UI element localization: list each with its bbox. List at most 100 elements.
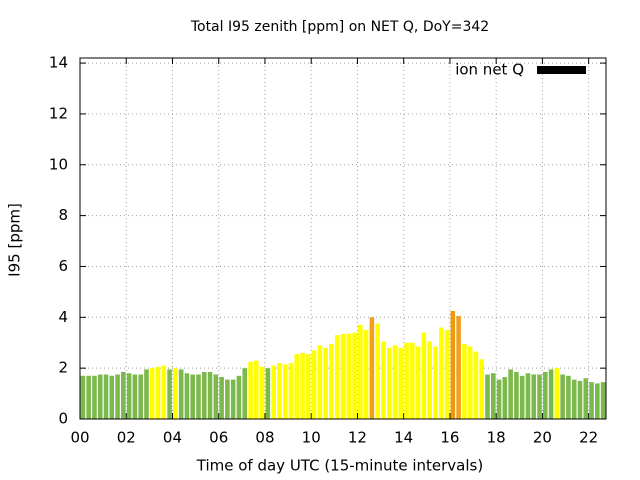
x-tick-label: 16 [440, 429, 459, 447]
x-tick-label: 12 [348, 429, 367, 447]
bar [438, 327, 444, 419]
bar [115, 374, 120, 419]
bar [103, 374, 109, 419]
y-tick-label: 12 [49, 104, 68, 122]
bar [271, 365, 276, 419]
x-axis-label: Time of day UTC (15-minute intervals) [196, 457, 483, 475]
x-tick-label: 06 [209, 429, 228, 447]
bar [340, 333, 346, 419]
bar [138, 374, 143, 419]
bar [479, 359, 485, 419]
bar [311, 350, 317, 419]
bar [496, 379, 502, 419]
bar [381, 341, 386, 419]
x-tick-label: 02 [117, 429, 136, 447]
bar [589, 382, 594, 419]
bar [537, 374, 542, 419]
bar [230, 379, 236, 419]
bar [161, 365, 167, 419]
bar [421, 332, 427, 419]
y-tick-label: 14 [49, 54, 68, 72]
bar [415, 346, 421, 419]
bar [375, 323, 380, 419]
bar [490, 373, 496, 419]
bar [456, 316, 461, 419]
bar [300, 352, 305, 419]
bar [282, 364, 288, 419]
y-tick-label: 8 [58, 206, 68, 224]
bar [485, 374, 490, 419]
bar [184, 373, 190, 419]
bar [334, 335, 340, 419]
bar [548, 369, 554, 419]
bar [595, 383, 600, 419]
chart-title: Total I95 zenith [ppm] on NET Q, DoY=342 [190, 19, 489, 35]
bar [155, 366, 161, 419]
bar [236, 375, 242, 419]
bar [525, 373, 531, 419]
bar [363, 330, 369, 419]
bar [560, 374, 565, 419]
bar [554, 368, 560, 419]
bar [254, 360, 259, 419]
x-tick-label: 22 [579, 429, 598, 447]
bar [190, 374, 196, 419]
bar [433, 346, 438, 419]
bar [577, 380, 583, 419]
bar [207, 371, 213, 419]
y-tick-label: 2 [58, 359, 68, 377]
x-tick-label: 10 [302, 429, 321, 447]
bar [531, 374, 537, 419]
bar [392, 345, 398, 419]
bar [219, 377, 224, 419]
bar [80, 375, 86, 419]
bar [121, 371, 126, 419]
bar [173, 368, 178, 419]
bar [514, 371, 519, 419]
bar [259, 366, 265, 419]
y-tick-label: 10 [49, 155, 68, 173]
bar [467, 346, 473, 419]
bar [126, 373, 132, 419]
bar [346, 333, 352, 419]
bar [600, 382, 606, 419]
x-tick-label: 00 [70, 429, 89, 447]
bar [571, 379, 577, 419]
bar [473, 351, 479, 419]
bar [288, 363, 294, 419]
bar [242, 368, 248, 419]
bar [196, 374, 201, 419]
bar [519, 375, 525, 419]
legend-label: ion net Q [455, 61, 524, 79]
bar [277, 363, 282, 419]
y-tick-label: 0 [58, 410, 68, 428]
bar [444, 330, 450, 419]
bar [201, 371, 207, 419]
bar [566, 375, 571, 419]
y-tick-label: 4 [58, 308, 68, 326]
bar [404, 342, 409, 419]
y-axis-label: I95 [ppm] [6, 203, 24, 277]
bar [167, 369, 172, 419]
bar [132, 374, 138, 419]
x-tick-label: 20 [533, 429, 552, 447]
bar [508, 369, 513, 419]
bar [109, 375, 115, 419]
y-tick-label: 6 [58, 257, 68, 275]
bar [317, 345, 323, 419]
bar [502, 377, 508, 419]
bar [450, 310, 456, 419]
bar [92, 375, 97, 419]
bar [248, 361, 253, 419]
bar [358, 324, 363, 419]
bar [306, 354, 311, 419]
legend-swatch [537, 66, 586, 74]
x-tick-label: 18 [487, 429, 506, 447]
bar [543, 371, 548, 419]
bar [97, 374, 103, 419]
bar [386, 347, 392, 419]
x-tick-label: 08 [255, 429, 274, 447]
bar [149, 368, 155, 419]
plot-border [79, 57, 607, 420]
x-tick-label: 14 [394, 429, 413, 447]
